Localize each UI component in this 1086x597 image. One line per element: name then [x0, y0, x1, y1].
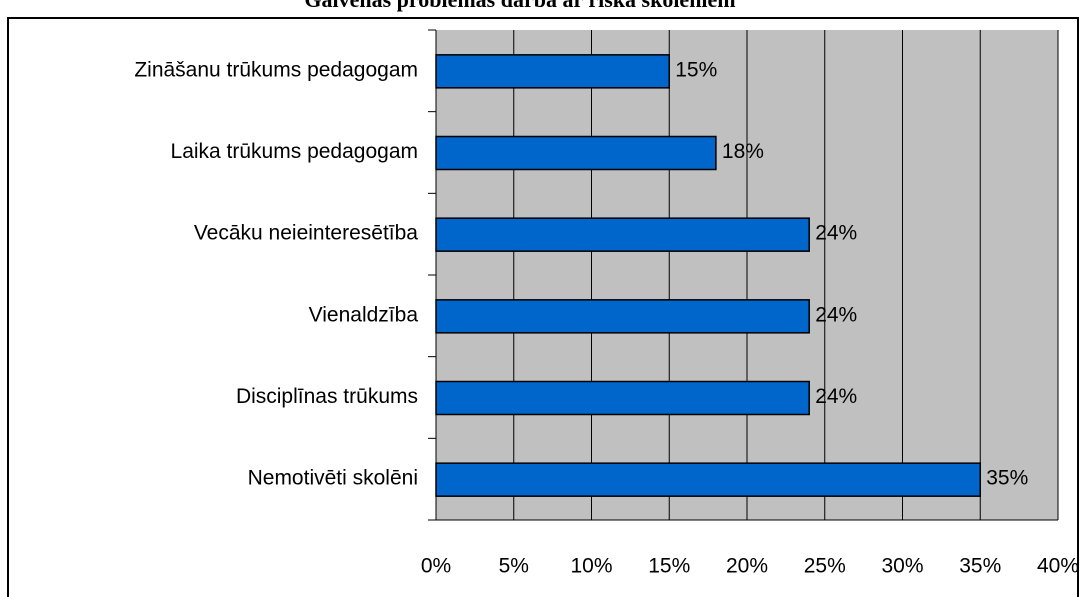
x-tick-label: 15% [648, 555, 690, 578]
y-tick-label: Laika trūkums pedagogam [171, 140, 418, 163]
bar [435, 217, 810, 252]
data-label: 24% [815, 222, 857, 245]
x-tick-label: 20% [726, 555, 768, 578]
x-tick-label: 30% [881, 555, 923, 578]
data-label: 18% [722, 140, 764, 163]
bar [435, 135, 717, 171]
x-tick-label: 25% [804, 555, 846, 578]
data-label: 24% [815, 385, 857, 408]
data-label: 24% [815, 303, 857, 326]
y-tick-label: Vienaldzība [309, 303, 419, 326]
y-tick-label: Nemotivēti skolēni [248, 467, 418, 490]
bar [435, 299, 810, 334]
chart-title: Galvenās problēmas darbā ar riska skolēn… [304, 0, 735, 12]
y-tick-label: Disciplīnas trūkums [236, 385, 418, 408]
x-tick-label: 0% [421, 555, 451, 578]
y-tick-label: Vecāku neieinteresētība [194, 222, 418, 245]
x-tick-label: 35% [959, 555, 1001, 578]
data-label: 35% [986, 467, 1028, 490]
bar [435, 462, 981, 497]
x-tick-label: 10% [570, 555, 612, 578]
x-tick-label: 5% [499, 555, 529, 578]
bar [435, 54, 670, 89]
data-label: 15% [675, 58, 717, 81]
y-tick-label: Zināšanu trūkums pedagogam [134, 58, 418, 81]
bar [435, 380, 810, 416]
x-tick-label: 40% [1037, 555, 1079, 578]
